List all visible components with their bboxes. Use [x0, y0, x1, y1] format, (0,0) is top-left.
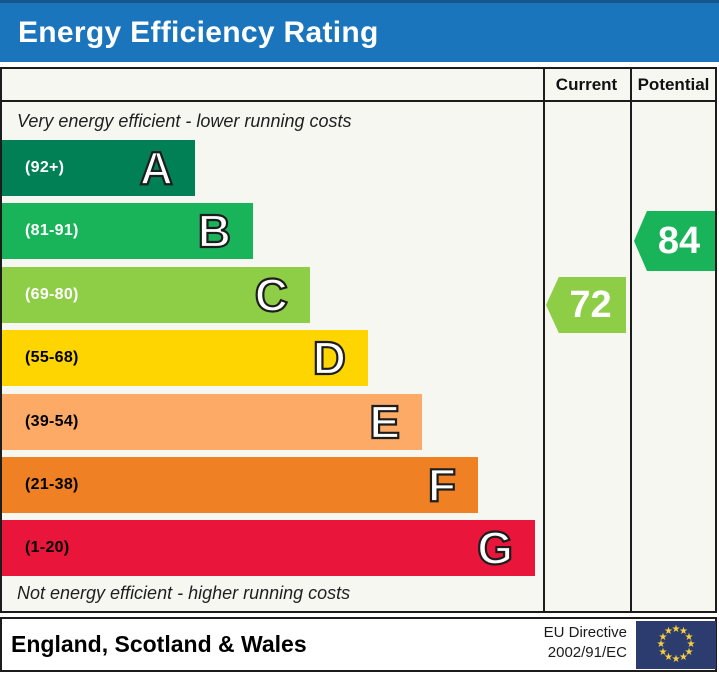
caption-very-efficient: Very energy efficient - lower running co… — [17, 111, 352, 131]
eu-flag-star-icon: ★ — [684, 646, 694, 658]
band-range-label: (1-20) — [25, 539, 70, 556]
eu-flag-star-icon: ★ — [656, 639, 666, 650]
eu-flag-star-icon: ★ — [684, 631, 694, 643]
band-range-label: (92+) — [25, 159, 65, 176]
band-range-label: (39-54) — [25, 413, 79, 430]
eu-flag-star-icon: ★ — [658, 631, 668, 643]
footer-region-label: England, Scotland & Wales — [11, 631, 307, 657]
eu-flag-star-icon: ★ — [671, 654, 681, 665]
eu-flag-star-icon: ★ — [671, 624, 681, 635]
eu-flag-star-icon: ★ — [664, 626, 673, 637]
band-letter: B — [197, 205, 232, 257]
eu-directive-label: EU Directive 2002/91/EC — [544, 623, 627, 664]
eu-directive-line2: 2002/91/EC — [547, 644, 627, 662]
eu-flag-star-icon: ★ — [664, 651, 673, 663]
page-title: Energy Efficiency Rating — [18, 15, 379, 49]
header-row-divider — [0, 100, 717, 102]
band-letter: E — [368, 396, 401, 448]
band-c: (69-80) C — [2, 267, 310, 323]
band-letter: A — [139, 142, 174, 194]
band-range-label: (55-68) — [25, 349, 79, 366]
eu-flag-star-icon: ★ — [658, 646, 668, 658]
band-letter: C — [254, 269, 289, 321]
band-letter: F — [427, 459, 457, 511]
footer-bar — [0, 617, 717, 672]
band-g: (1-20) G — [2, 520, 535, 576]
column-header-current: Current — [555, 75, 618, 94]
band-d: (55-68) D — [2, 330, 368, 386]
current-rating-arrow: 72 — [546, 277, 626, 333]
eu-flag: ★ ★ ★ ★ ★ ★ ★ ★ ★ ★ ★ ★ — [636, 621, 716, 669]
band-b: (81-91) B — [2, 203, 253, 259]
eu-flag-star-icon: ★ — [686, 639, 696, 650]
column-header-potential: Potential — [637, 75, 710, 94]
eu-flag-star-icon: ★ — [679, 626, 688, 637]
caption-not-efficient: Not energy efficient - higher running co… — [17, 583, 351, 603]
band-letter: D — [312, 332, 347, 384]
band-e: (39-54) E — [2, 394, 422, 450]
eu-directive-line1: EU Directive — [543, 624, 627, 641]
eu-flag-star-icon: ★ — [679, 651, 688, 663]
potential-rating-arrow: 84 — [634, 211, 715, 271]
band-range-label: (81-91) — [25, 222, 79, 239]
title-bar: Energy Efficiency Rating — [0, 0, 719, 62]
band-f: (21-38) F — [2, 457, 478, 513]
potential-column-divider — [630, 67, 632, 613]
band-a: (92+) A — [2, 140, 195, 196]
band-range-label: (21-38) — [25, 476, 79, 493]
band-range-label: (69-80) — [25, 286, 79, 303]
band-letter: G — [476, 522, 514, 574]
current-column-divider — [543, 67, 545, 613]
